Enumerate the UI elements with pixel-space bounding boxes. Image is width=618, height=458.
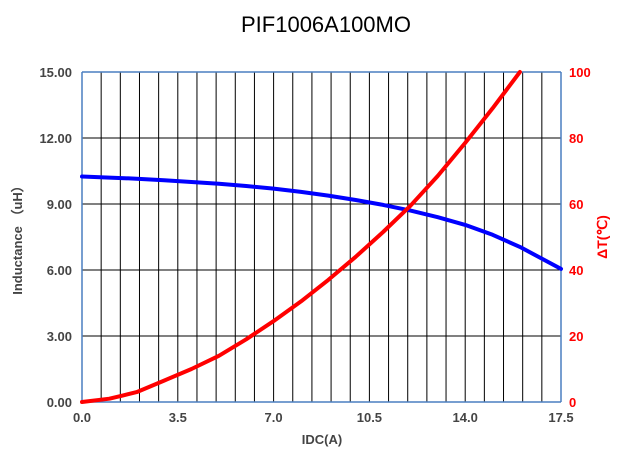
x-tick-label: 10.5 xyxy=(357,410,382,425)
x-tick-label: 7.0 xyxy=(265,410,283,425)
y-right-tick-label: 80 xyxy=(569,131,583,146)
chart-title: PIF1006A100MO xyxy=(241,12,411,37)
y-right-tick-label: 100 xyxy=(569,65,591,80)
y-left-tick-label: 0.00 xyxy=(47,395,72,410)
x-tick-label: 3.5 xyxy=(169,410,187,425)
inductance-series-line xyxy=(80,174,563,271)
y-right-axis-label: ΔT(℃) xyxy=(594,215,610,259)
y-right-tick-label: 60 xyxy=(569,197,583,212)
x-axis-label: IDC(A) xyxy=(302,432,342,447)
x-tick-label: 17.5 xyxy=(548,410,573,425)
y-left-tick-label: 9.00 xyxy=(47,197,72,212)
y-right-tick-label: 0 xyxy=(569,395,576,410)
y-left-tick-label: 3.00 xyxy=(47,329,72,344)
y-left-tick-label: 12.00 xyxy=(39,131,72,146)
y-right-tick-label: 40 xyxy=(569,263,583,278)
tick-labels: 0.00 3.00 6.00 9.00 12.00 15.00 0 20 40 60 80 100 0.… xyxy=(39,65,590,425)
series-layer xyxy=(80,70,563,404)
y-left-axis-label: Inductance （uH） xyxy=(10,179,25,295)
y-left-tick-label: 15.00 xyxy=(39,65,72,80)
y-left-tick-label: 6.00 xyxy=(47,263,72,278)
x-tick-label: 14.0 xyxy=(453,410,478,425)
x-tick-label: 0.0 xyxy=(73,410,91,425)
temperature-series-line xyxy=(80,70,522,404)
y-right-tick-label: 20 xyxy=(569,329,583,344)
grid xyxy=(81,71,562,403)
